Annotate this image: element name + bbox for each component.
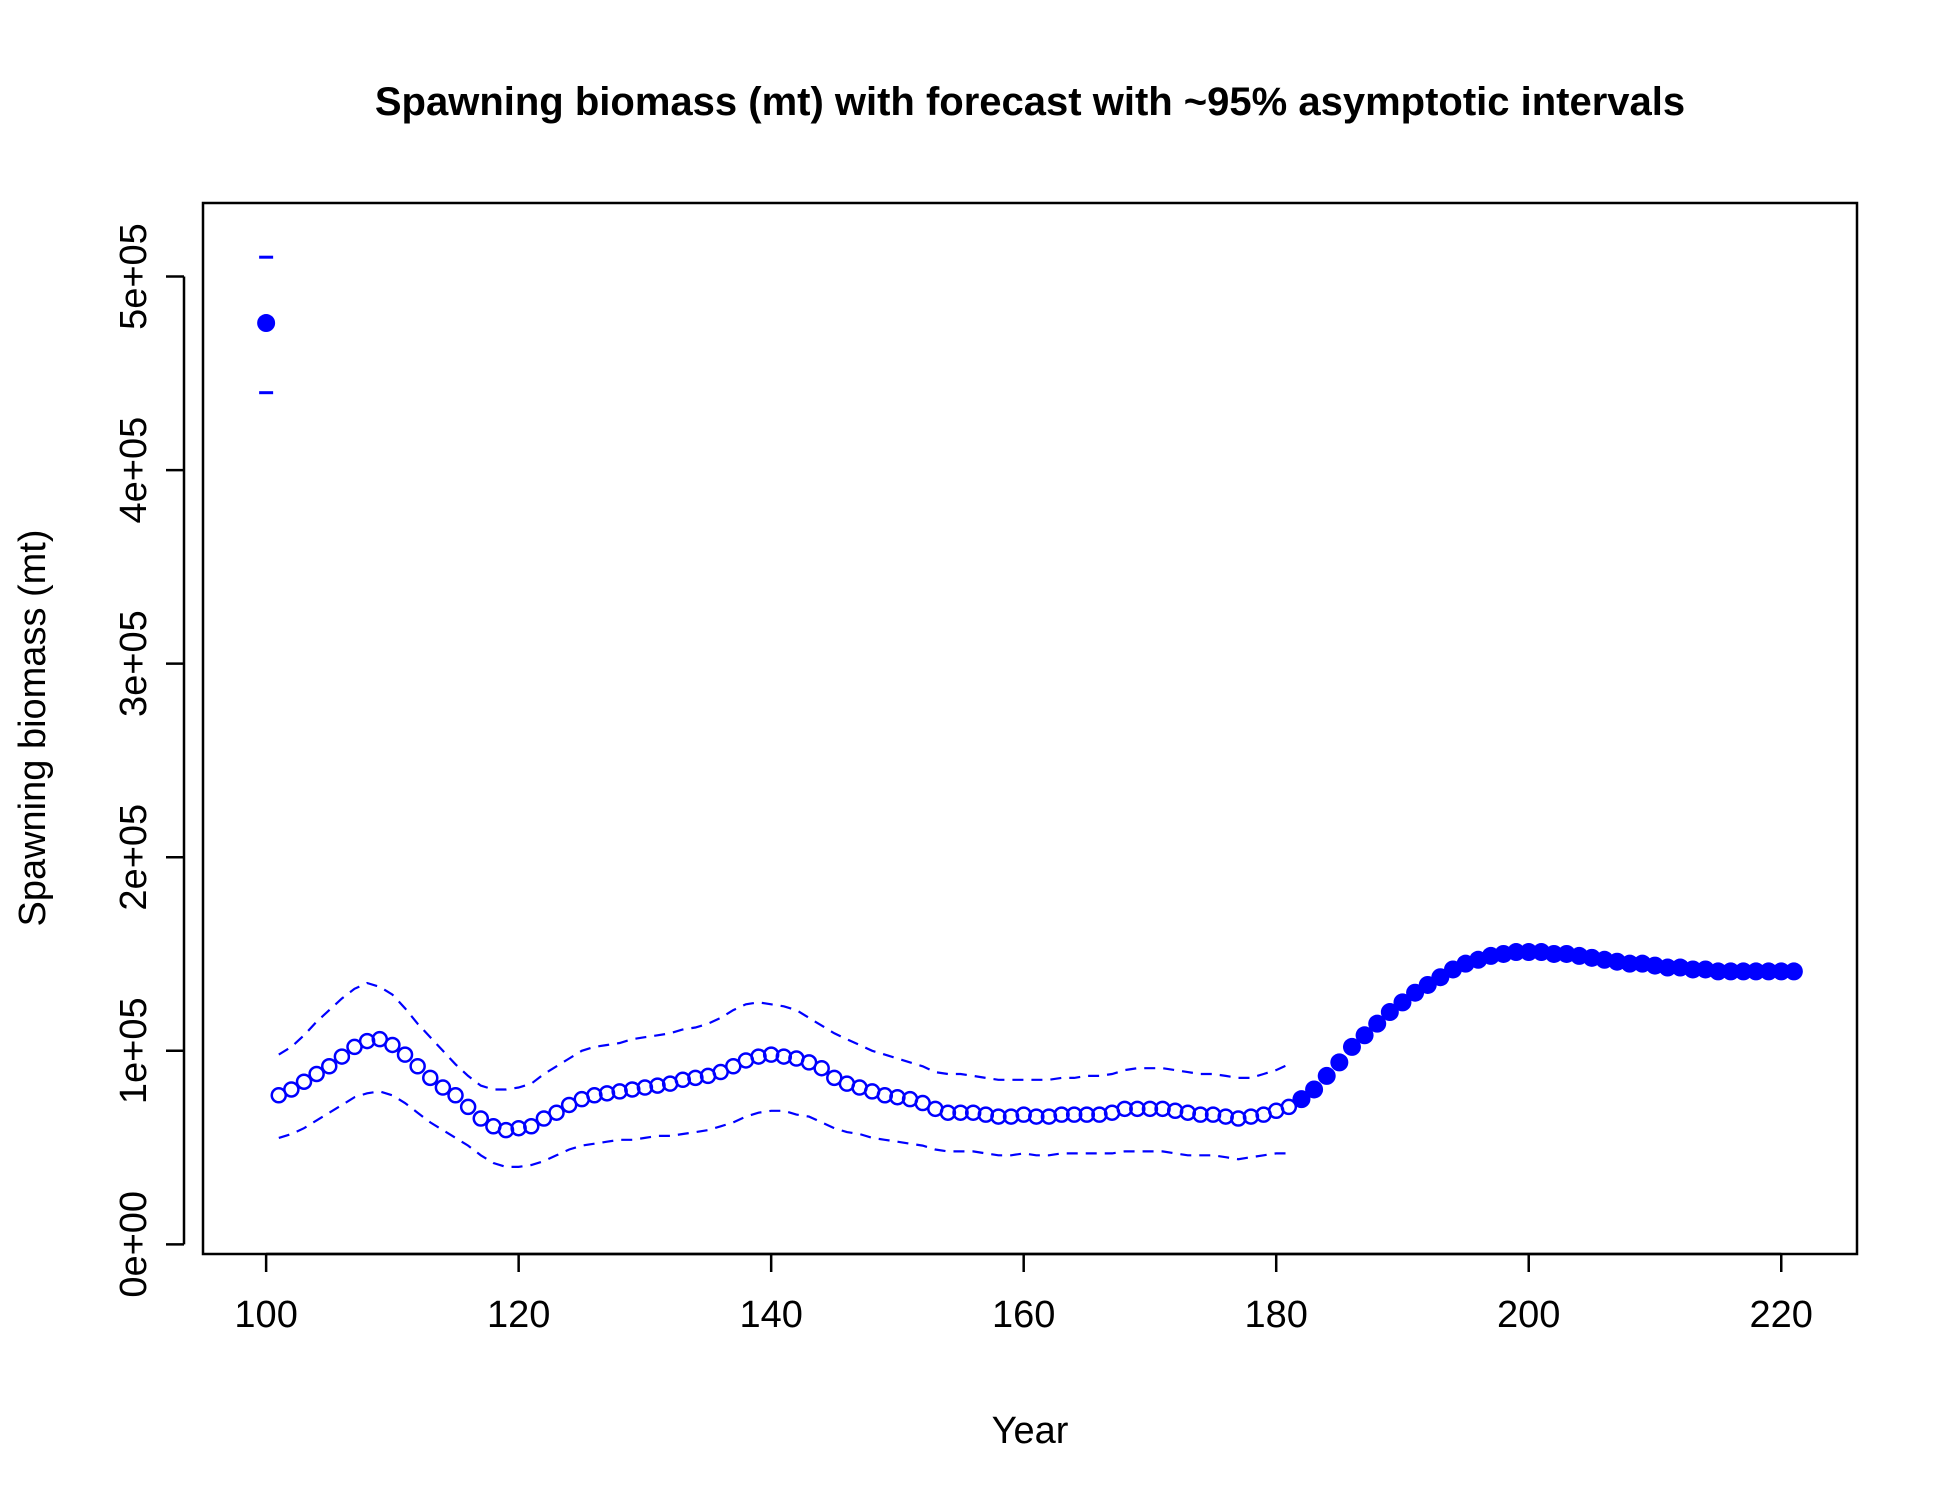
data-points	[257, 314, 1803, 1139]
forecast-point	[1759, 962, 1778, 981]
forecast-point	[1393, 993, 1412, 1012]
plot-frame	[201, 201, 1859, 1256]
forecast-point	[1380, 1003, 1399, 1022]
y-tick-label: 0e+00	[113, 1191, 155, 1298]
forecast-point	[1355, 1026, 1374, 1045]
estimated-point	[396, 1046, 414, 1063]
estimated-point	[990, 1108, 1007, 1125]
x-tick-label: 160	[992, 1294, 1055, 1336]
estimated-point	[548, 1104, 565, 1121]
estimated-upper-interval-line	[278, 981, 1290, 1091]
forecast-point	[1317, 1066, 1336, 1085]
estimated-point	[321, 1058, 338, 1075]
forecast-point	[1746, 962, 1765, 981]
x-tick-label: 140	[739, 1294, 802, 1336]
y-tick-label: 5e+05	[113, 223, 155, 330]
estimated-point	[1141, 1100, 1159, 1118]
estimated-point	[283, 1081, 300, 1098]
estimated-point	[447, 1087, 464, 1104]
y-tick-label: 1e+05	[113, 997, 155, 1104]
estimated-point	[295, 1073, 313, 1090]
x-tick-label: 200	[1497, 1294, 1560, 1336]
estimated-point	[1129, 1100, 1146, 1118]
y-tick-label: 3e+05	[113, 610, 155, 717]
estimated-point	[1192, 1106, 1209, 1123]
estimated-point	[952, 1104, 969, 1121]
forecast-point	[1292, 1090, 1311, 1109]
forecast-point	[1519, 943, 1538, 962]
estimated-point	[459, 1098, 477, 1116]
estimated-lower-interval-line	[278, 1090, 1289, 1168]
y-tick-label: 2e+05	[113, 804, 155, 911]
estimated-point	[1065, 1106, 1083, 1123]
forecast-point	[1709, 962, 1728, 981]
estimated-point	[422, 1069, 439, 1087]
forecast-point	[1507, 943, 1526, 962]
x-axis: 100 120 140 160 180 200 220	[234, 1252, 1813, 1336]
forecast-point	[1330, 1053, 1349, 1072]
forecast-point	[1784, 962, 1803, 981]
y-axis: 0e+00 1e+05 2e+05 3e+05 4e+05 5e+05	[113, 223, 186, 1298]
forecast-point	[1620, 954, 1639, 973]
y-axis-label: Spawning biomass (mt)	[12, 529, 54, 926]
estimated-point	[1116, 1100, 1133, 1118]
forecast-point	[1721, 962, 1740, 981]
x-axis-label: Year	[992, 1410, 1069, 1452]
forecast-point	[1342, 1037, 1361, 1056]
x-tick-label: 180	[1245, 1294, 1308, 1336]
estimated-point	[939, 1104, 957, 1121]
estimated-point	[308, 1065, 325, 1083]
chart-title: Spawning biomass (mt) with forecast with…	[375, 80, 1685, 124]
forecast-point	[1368, 1014, 1387, 1033]
forecast-point	[1658, 958, 1677, 977]
forecast-point	[1734, 962, 1753, 981]
x-tick-label: 100	[234, 1294, 297, 1336]
estimated-point	[813, 1059, 830, 1077]
estimated-point	[472, 1110, 490, 1127]
forecast-point	[1305, 1080, 1324, 1099]
y-tick-label: 4e+05	[113, 417, 155, 524]
estimated-point	[434, 1079, 452, 1096]
estimated-point	[1053, 1106, 1070, 1123]
forecast-point	[1544, 944, 1563, 963]
estimated-point	[1280, 1098, 1298, 1116]
virgin-point	[257, 314, 276, 333]
forecast-point	[1683, 960, 1702, 979]
x-tick-label: 120	[487, 1294, 550, 1336]
estimated-point	[1078, 1106, 1096, 1123]
estimated-point	[333, 1048, 351, 1065]
estimated-point	[384, 1036, 401, 1054]
forecast-point	[1772, 962, 1791, 981]
estimated-point	[409, 1058, 426, 1075]
estimated-point	[523, 1118, 540, 1135]
interval-lines	[259, 255, 1290, 1168]
estimated-point	[1028, 1108, 1045, 1125]
x-tick-label: 220	[1750, 1294, 1813, 1336]
